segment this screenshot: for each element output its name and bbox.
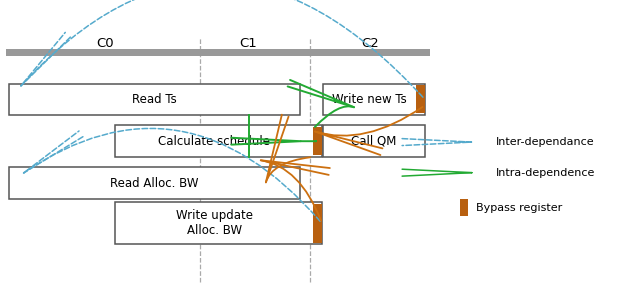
Text: Calculate schedule: Calculate schedule bbox=[158, 135, 270, 148]
Bar bbox=[115, 202, 322, 244]
Bar bbox=[9, 84, 300, 115]
Bar bbox=[416, 85, 425, 113]
Bar bbox=[323, 125, 425, 157]
Text: C2: C2 bbox=[361, 37, 379, 50]
Text: Inter-dependance: Inter-dependance bbox=[496, 137, 594, 147]
Text: Read Ts: Read Ts bbox=[132, 93, 177, 106]
Text: C0: C0 bbox=[97, 37, 115, 50]
Bar bbox=[323, 84, 425, 115]
Bar bbox=[6, 49, 430, 56]
Bar bbox=[313, 127, 322, 155]
Text: Call QM: Call QM bbox=[351, 135, 396, 148]
Text: Read Alloc. BW: Read Alloc. BW bbox=[110, 177, 199, 190]
Text: Intra-dependence: Intra-dependence bbox=[496, 168, 595, 178]
Bar bbox=[9, 167, 300, 199]
Text: Bypass register: Bypass register bbox=[475, 203, 562, 213]
Bar bbox=[115, 125, 322, 157]
Text: Write new Ts: Write new Ts bbox=[332, 93, 407, 106]
Bar bbox=[460, 199, 468, 216]
Text: C1: C1 bbox=[239, 37, 257, 50]
Bar bbox=[313, 204, 322, 243]
Text: Write update
Alloc. BW: Write update Alloc. BW bbox=[176, 210, 253, 237]
